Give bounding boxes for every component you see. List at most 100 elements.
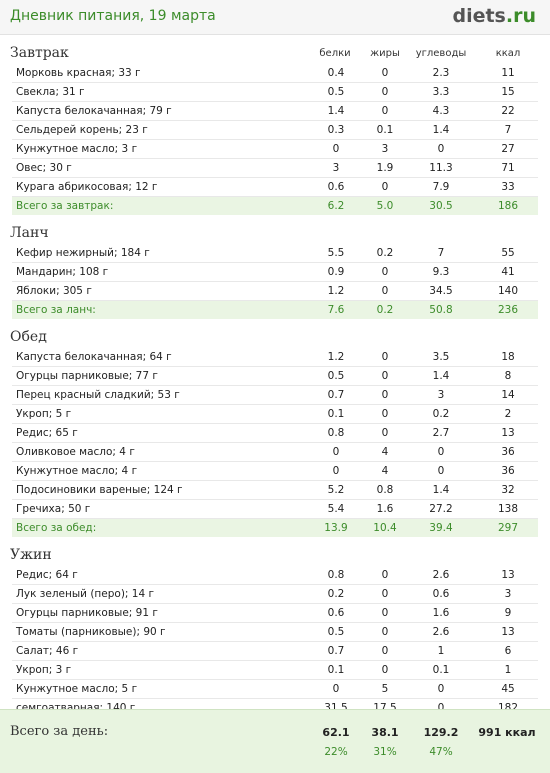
food-value-p: 0.4 <box>327 67 345 79</box>
food-value-p: 0.8 <box>327 427 345 439</box>
meal-header: Ужин <box>0 547 550 566</box>
food-value-k: 138 <box>497 503 519 515</box>
food-value-c: 0.6 <box>432 588 450 600</box>
food-row: Огурцы парниковые; 77 г 0.5 0 1.4 8 <box>12 367 538 386</box>
food-value-f: 0 <box>381 285 389 297</box>
food-name: Свекла; 31 г <box>16 86 85 98</box>
food-value-p: 0.6 <box>327 607 345 619</box>
food-value-c: 0 <box>437 683 445 695</box>
site-logo[interactable]: diets.ru <box>452 5 536 27</box>
food-value-f: 0 <box>381 181 389 193</box>
meal-total-row: Всего за ланч: 7.6 0.2 50.8 236 <box>12 301 538 319</box>
food-value-f: 4 <box>381 446 389 458</box>
food-value-f: 0 <box>381 569 389 581</box>
logo-text: diets <box>452 5 506 27</box>
food-value-f: 1.9 <box>376 162 394 174</box>
food-row: Яблоки; 305 г 1.2 0 34.5 140 <box>12 282 538 301</box>
food-value-p: 3 <box>332 162 340 174</box>
food-value-p: 0.7 <box>327 645 345 657</box>
meals-container: Завтрак белки жиры углеводы ккал Морковь крас… <box>0 45 550 736</box>
meal-title: Завтрак <box>10 45 69 61</box>
food-value-p: 0.2 <box>327 588 345 600</box>
food-row: Томаты (парниковые); 90 г 0.5 0 2.6 13 <box>12 623 538 642</box>
food-row: Подосиновики вареные; 124 г 5.2 0.8 1.4 32 <box>12 481 538 500</box>
food-value-f: 0 <box>381 389 389 401</box>
food-name: Редис; 65 г <box>16 427 78 439</box>
food-value-f: 0 <box>381 626 389 638</box>
food-name: Перец красный сладкий; 53 г <box>16 389 180 401</box>
food-value-p: 1.2 <box>327 285 345 297</box>
food-value-f: 0 <box>381 664 389 676</box>
food-value-k: 27 <box>501 143 515 155</box>
food-row: Укроп; 5 г 0.1 0 0.2 2 <box>12 405 538 424</box>
food-value-c: 4.3 <box>432 105 450 117</box>
meal-total-c: 39.4 <box>429 522 453 534</box>
meal-total-f: 0.2 <box>376 304 394 316</box>
food-value-c: 0 <box>437 702 445 714</box>
meal-total-row: Всего за обед: 13.9 10.4 39.4 297 <box>12 519 538 537</box>
food-value-p: 0.5 <box>327 370 345 382</box>
meal-total-k: 236 <box>497 304 519 316</box>
food-value-k: 1 <box>504 664 512 676</box>
food-value-p: 0.6 <box>327 181 345 193</box>
food-value-k: 33 <box>501 181 515 193</box>
food-value-f: 3 <box>381 143 389 155</box>
food-name: Огурцы парниковые; 91 г <box>16 607 158 619</box>
food-value-k: 18 <box>501 351 515 363</box>
food-value-c: 1.6 <box>432 607 450 619</box>
food-value-f: 4 <box>381 465 389 477</box>
food-value-p: 5.5 <box>327 247 345 259</box>
food-row: Перец красный сладкий; 53 г 0.7 0 3 14 <box>12 386 538 405</box>
food-value-k: 6 <box>504 645 512 657</box>
day-fat-percent: 31% <box>373 746 397 758</box>
food-row: Редис; 65 г 0.8 0 2.7 13 <box>12 424 538 443</box>
food-value-c: 0 <box>437 465 445 477</box>
food-value-p: 0.8 <box>327 569 345 581</box>
food-value-c: 27.2 <box>429 503 453 515</box>
food-value-p: 0.7 <box>327 389 345 401</box>
food-value-p: 5.4 <box>327 503 345 515</box>
food-name: Капуста белокачанная; 64 г <box>16 351 172 363</box>
header: Дневник питания, 19 марта diets.ru <box>0 0 550 35</box>
food-value-k: 36 <box>501 446 515 458</box>
food-value-c: 0 <box>437 143 445 155</box>
food-row: Свекла; 31 г 0.5 0 3.3 15 <box>12 83 538 102</box>
food-value-k: 3 <box>504 588 512 600</box>
food-name: Кунжутное масло; 4 г <box>16 465 138 477</box>
day-kcal: 991 ккал <box>478 726 536 739</box>
day-carbs: 129.2 <box>423 726 459 739</box>
food-name: Капуста белокачанная; 79 г <box>16 105 172 117</box>
food-name: Овес; 30 г <box>16 162 72 174</box>
food-name: Укроп; 5 г <box>16 408 72 420</box>
food-value-p: 0.1 <box>327 408 345 420</box>
food-row: Кунжутное масло; 3 г 0 3 0 27 <box>12 140 538 159</box>
day-protein-percent: 22% <box>324 746 348 758</box>
food-value-k: 71 <box>501 162 515 174</box>
food-value-c: 1.4 <box>432 124 450 136</box>
food-value-c: 1.4 <box>432 484 450 496</box>
food-name: Лук зеленый (перо); 14 г <box>16 588 155 600</box>
food-value-p: 0 <box>332 683 340 695</box>
section-gap <box>0 215 550 225</box>
meal-total-label: Всего за обед: <box>16 522 97 534</box>
food-value-f: 1.6 <box>376 503 394 515</box>
food-value-k: 15 <box>501 86 515 98</box>
food-row: Кунжутное масло; 5 г 0 5 0 45 <box>12 680 538 699</box>
food-value-k: 14 <box>501 389 515 401</box>
meal-header: Завтрак белки жиры углеводы ккал <box>0 45 550 64</box>
meal-title: Ужин <box>10 547 52 563</box>
food-value-p: 0.1 <box>327 664 345 676</box>
food-row: Морковь красная; 33 г 0.4 0 2.3 11 <box>12 64 538 83</box>
food-value-p: 0.9 <box>327 266 345 278</box>
food-name: Редис; 64 г <box>16 569 78 581</box>
food-name: Морковь красная; 33 г <box>16 67 141 79</box>
food-value-k: 36 <box>501 465 515 477</box>
food-value-f: 0.1 <box>376 124 394 136</box>
food-row: Сельдерей корень; 23 г 0.3 0.1 1.4 7 <box>12 121 538 140</box>
food-row: Кефир нежирный; 184 г 5.5 0.2 7 55 <box>12 244 538 263</box>
meal-total-label: Всего за ланч: <box>16 304 96 316</box>
food-row: Оливковое масло; 4 г 0 4 0 36 <box>12 443 538 462</box>
food-name: Мандарин; 108 г <box>16 266 109 278</box>
food-value-k: 55 <box>501 247 515 259</box>
meal-header: Обед <box>0 329 550 348</box>
